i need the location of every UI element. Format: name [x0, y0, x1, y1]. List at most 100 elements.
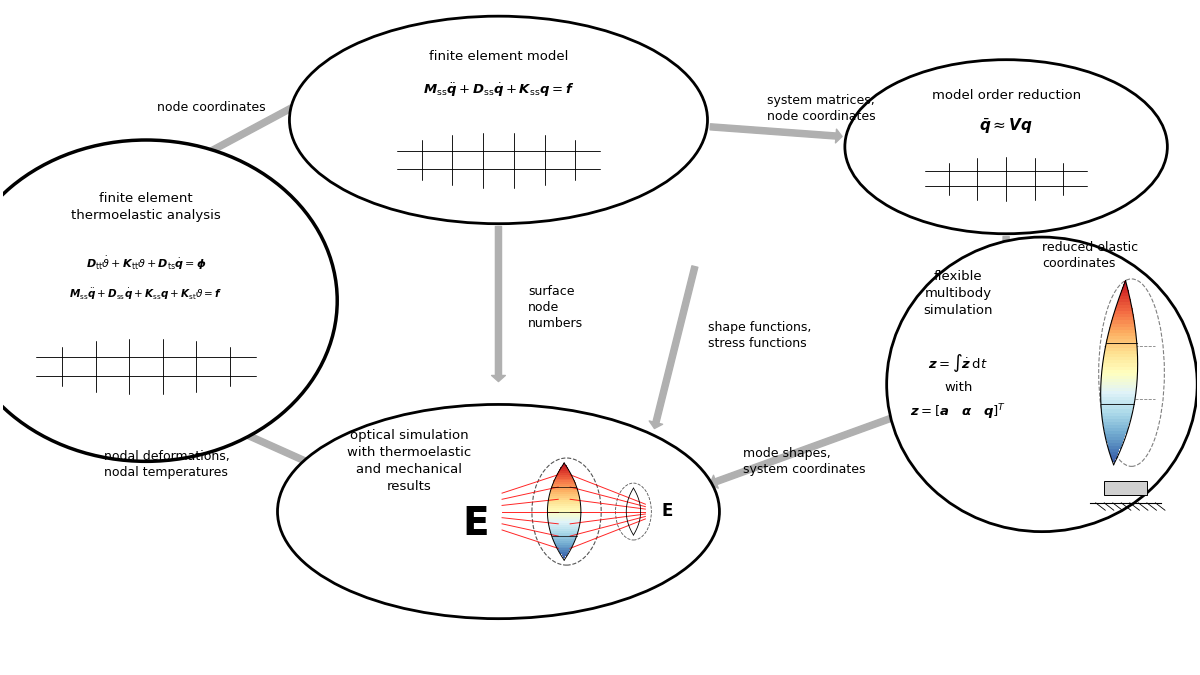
- FancyBboxPatch shape: [548, 517, 581, 519]
- Text: $\bar{\boldsymbol{q}} \approx \boldsymbol{V}\boldsymbol{q}$: $\bar{\boldsymbol{q}} \approx \boldsymbo…: [979, 117, 1033, 136]
- FancyBboxPatch shape: [1104, 425, 1128, 428]
- FancyBboxPatch shape: [558, 549, 570, 550]
- FancyBboxPatch shape: [547, 508, 581, 510]
- Text: $\boldsymbol{z} = \int \dot{\boldsymbol{z}}\,\mathrm{d}t$: $\boldsymbol{z} = \int \dot{\boldsymbol{…: [929, 352, 989, 374]
- FancyBboxPatch shape: [1108, 333, 1136, 336]
- FancyBboxPatch shape: [1103, 357, 1138, 360]
- FancyBboxPatch shape: [548, 519, 581, 521]
- FancyBboxPatch shape: [1109, 327, 1135, 329]
- FancyBboxPatch shape: [563, 463, 565, 465]
- FancyBboxPatch shape: [1108, 336, 1136, 339]
- Text: model order reduction: model order reduction: [931, 88, 1081, 102]
- FancyBboxPatch shape: [1102, 410, 1133, 412]
- FancyBboxPatch shape: [553, 539, 575, 541]
- FancyBboxPatch shape: [1106, 440, 1123, 443]
- FancyBboxPatch shape: [556, 543, 574, 545]
- FancyBboxPatch shape: [556, 477, 574, 479]
- FancyBboxPatch shape: [553, 537, 576, 539]
- Ellipse shape: [920, 157, 1092, 201]
- FancyBboxPatch shape: [1104, 481, 1147, 495]
- Text: reduced elastic
coordinates: reduced elastic coordinates: [1042, 241, 1138, 269]
- FancyBboxPatch shape: [547, 510, 581, 512]
- FancyBboxPatch shape: [1118, 296, 1130, 299]
- FancyBboxPatch shape: [1103, 360, 1138, 363]
- FancyBboxPatch shape: [548, 521, 580, 523]
- FancyBboxPatch shape: [1109, 446, 1121, 450]
- FancyBboxPatch shape: [1102, 412, 1132, 416]
- Ellipse shape: [887, 237, 1198, 532]
- FancyBboxPatch shape: [560, 552, 568, 554]
- Text: with: with: [944, 381, 972, 394]
- FancyBboxPatch shape: [548, 498, 580, 500]
- FancyBboxPatch shape: [1109, 450, 1120, 452]
- FancyBboxPatch shape: [550, 494, 580, 496]
- FancyBboxPatch shape: [1104, 351, 1138, 354]
- FancyBboxPatch shape: [1112, 315, 1134, 317]
- FancyBboxPatch shape: [558, 470, 570, 472]
- FancyBboxPatch shape: [562, 554, 566, 556]
- FancyBboxPatch shape: [548, 500, 581, 502]
- Text: mode shapes,
system coordinates: mode shapes, system coordinates: [743, 447, 866, 476]
- Text: $\boldsymbol{D}_{\mathrm{tt}}\dot{\vartheta} + \boldsymbol{K}_{\mathrm{tt}}\vart: $\boldsymbol{D}_{\mathrm{tt}}\dot{\varth…: [85, 254, 206, 271]
- Ellipse shape: [0, 140, 337, 461]
- FancyBboxPatch shape: [1100, 385, 1136, 388]
- FancyBboxPatch shape: [1112, 458, 1115, 462]
- Ellipse shape: [289, 16, 708, 223]
- FancyBboxPatch shape: [1117, 299, 1130, 302]
- FancyBboxPatch shape: [562, 465, 566, 467]
- FancyBboxPatch shape: [548, 496, 580, 498]
- FancyBboxPatch shape: [1105, 348, 1138, 351]
- FancyBboxPatch shape: [551, 488, 577, 490]
- FancyBboxPatch shape: [547, 506, 581, 508]
- Text: node coordinates: node coordinates: [157, 101, 266, 114]
- FancyBboxPatch shape: [551, 531, 577, 533]
- FancyBboxPatch shape: [1110, 452, 1118, 456]
- Ellipse shape: [391, 132, 606, 188]
- FancyBboxPatch shape: [1116, 302, 1132, 305]
- FancyBboxPatch shape: [1102, 406, 1133, 410]
- FancyBboxPatch shape: [553, 483, 576, 485]
- FancyBboxPatch shape: [553, 481, 575, 483]
- FancyBboxPatch shape: [1111, 456, 1117, 458]
- FancyBboxPatch shape: [556, 545, 572, 547]
- FancyBboxPatch shape: [1121, 290, 1129, 293]
- FancyBboxPatch shape: [1114, 311, 1133, 315]
- Text: $\boldsymbol{z} = [\boldsymbol{a} \quad \boldsymbol{\alpha} \quad \boldsymbol{q}: $\boldsymbol{z} = [\boldsymbol{a} \quad …: [911, 403, 1007, 423]
- FancyBboxPatch shape: [554, 479, 574, 481]
- Text: system matrices,
node coordinates: system matrices, node coordinates: [767, 94, 876, 123]
- Ellipse shape: [277, 404, 720, 619]
- FancyBboxPatch shape: [552, 535, 576, 537]
- FancyBboxPatch shape: [563, 556, 565, 558]
- FancyBboxPatch shape: [1100, 394, 1135, 397]
- FancyBboxPatch shape: [1103, 422, 1129, 425]
- FancyBboxPatch shape: [1109, 329, 1135, 333]
- FancyBboxPatch shape: [550, 527, 578, 529]
- FancyBboxPatch shape: [560, 467, 568, 469]
- Text: $\boldsymbol{M}_{\mathrm{ss}}\ddot{\boldsymbol{q}} + \boldsymbol{D}_{\mathrm{ss}: $\boldsymbol{M}_{\mathrm{ss}}\ddot{\bold…: [70, 286, 223, 302]
- FancyBboxPatch shape: [559, 469, 569, 470]
- FancyBboxPatch shape: [1104, 354, 1138, 357]
- FancyBboxPatch shape: [1100, 391, 1135, 394]
- FancyBboxPatch shape: [1102, 367, 1138, 370]
- FancyBboxPatch shape: [1102, 370, 1138, 373]
- FancyBboxPatch shape: [1111, 321, 1134, 323]
- FancyBboxPatch shape: [550, 490, 578, 492]
- FancyBboxPatch shape: [1122, 287, 1128, 290]
- FancyBboxPatch shape: [557, 547, 571, 549]
- FancyBboxPatch shape: [559, 550, 569, 552]
- FancyBboxPatch shape: [1115, 308, 1133, 311]
- Text: finite element
thermoelastic analysis: finite element thermoelastic analysis: [71, 192, 221, 222]
- FancyBboxPatch shape: [552, 485, 576, 486]
- FancyBboxPatch shape: [551, 486, 577, 488]
- FancyBboxPatch shape: [1110, 323, 1135, 327]
- FancyBboxPatch shape: [1105, 431, 1127, 434]
- FancyBboxPatch shape: [547, 504, 581, 506]
- FancyBboxPatch shape: [550, 492, 578, 494]
- Text: surface
node
numbers: surface node numbers: [528, 285, 583, 330]
- FancyBboxPatch shape: [1105, 345, 1138, 348]
- FancyBboxPatch shape: [1100, 400, 1134, 404]
- FancyBboxPatch shape: [1103, 418, 1130, 422]
- FancyBboxPatch shape: [547, 512, 581, 514]
- Text: optical simulation
with thermoelastic
and mechanical
results: optical simulation with thermoelastic an…: [347, 429, 472, 493]
- FancyBboxPatch shape: [1106, 342, 1136, 345]
